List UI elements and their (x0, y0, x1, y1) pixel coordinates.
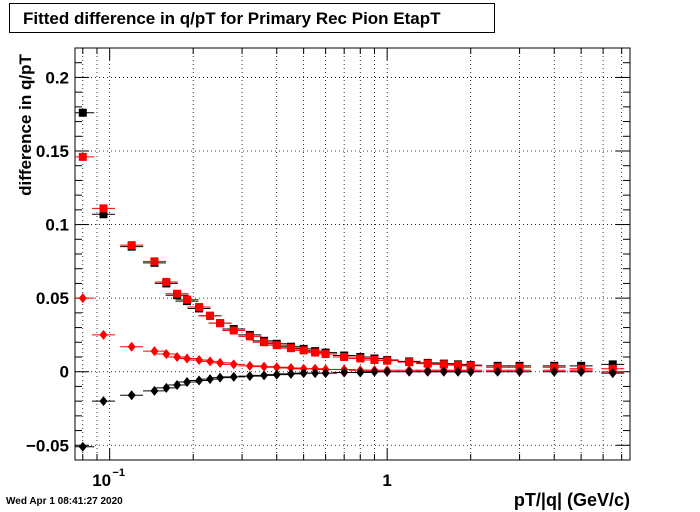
data-point (405, 358, 414, 367)
data-point (183, 295, 192, 304)
data-point (321, 368, 330, 379)
data-point (340, 353, 349, 361)
y-tick-label: 0.05 (36, 289, 69, 308)
data-point (340, 367, 349, 378)
y-tick-label: 0.2 (45, 68, 69, 87)
data-point (229, 359, 238, 370)
x-axis-label: pT/|q| (GeV/c) (513, 490, 630, 510)
data-point (195, 354, 204, 365)
y-tick-label: 0.1 (45, 216, 69, 235)
data-point (383, 356, 392, 365)
data-point (206, 374, 215, 385)
data-point (286, 344, 295, 353)
grid-lines (75, 48, 630, 460)
data-point (370, 355, 379, 364)
data-point (195, 302, 204, 311)
y-tick-label: 0.15 (36, 142, 69, 161)
data-point (150, 257, 159, 266)
data-point (150, 385, 159, 396)
data-point (173, 352, 182, 362)
data-point (183, 353, 192, 364)
data-point (127, 390, 136, 401)
timestamp: Wed Apr 1 08:41:27 2020 (6, 496, 123, 507)
data-point (260, 338, 269, 347)
data-point (439, 360, 448, 369)
data-point (195, 375, 204, 386)
data-point (286, 368, 295, 379)
data-point (245, 332, 254, 341)
y-axis-label: difference in q/pT (16, 54, 35, 196)
data-point (206, 356, 215, 367)
data-point (493, 366, 502, 377)
data-point (78, 108, 87, 117)
data-point (229, 326, 238, 335)
data-point (173, 379, 182, 390)
data-point (78, 293, 87, 304)
data-point (99, 329, 108, 340)
data-point (454, 361, 463, 370)
data-point (423, 366, 432, 377)
x-tick-label: 1 (382, 471, 391, 490)
title-box: Fitted difference in q/pT for Primary Re… (9, 3, 495, 33)
data-point (150, 346, 159, 357)
data-point (99, 396, 108, 407)
data-point (245, 360, 254, 371)
data-point (78, 441, 87, 452)
data-point (173, 289, 182, 298)
data-point (405, 366, 414, 377)
chart-title: Fitted difference in q/pT for Primary Re… (23, 9, 441, 28)
y-tick-label: −0.05 (26, 436, 69, 455)
data-point (216, 372, 225, 383)
x-tick-label: 10 (92, 471, 111, 490)
data-point (216, 357, 225, 368)
data-point (356, 367, 365, 378)
data-point (311, 348, 320, 357)
data-point (162, 277, 171, 286)
data-point (370, 366, 379, 377)
data-point (299, 346, 308, 355)
data-point (272, 341, 281, 350)
data-point (229, 371, 238, 382)
data-point (286, 363, 295, 374)
data-point (216, 319, 225, 328)
tick-labels: 10 −1 1 −0.05 0 0.05 0.1 0.15 0.2 (26, 68, 392, 490)
data-point (272, 362, 281, 373)
data-point (99, 210, 108, 219)
data-point (78, 152, 87, 161)
data-point (99, 204, 108, 213)
data-point (423, 359, 432, 368)
data-point (356, 354, 365, 363)
data-point (183, 377, 192, 388)
data-point (127, 341, 136, 352)
data-point (577, 366, 586, 377)
data-point (466, 366, 475, 377)
data-point (454, 366, 463, 377)
data-point (245, 371, 254, 382)
data-point (260, 361, 269, 372)
data-point (608, 360, 617, 369)
data-point (260, 370, 269, 381)
data-point (439, 366, 448, 377)
plot-frame (74, 47, 631, 461)
data-point (272, 369, 281, 380)
axis-ticks (75, 47, 630, 461)
data-point (550, 366, 559, 377)
data-point (321, 350, 330, 359)
data-point (608, 368, 617, 379)
data-point (515, 366, 524, 377)
data-point (383, 366, 392, 377)
data-point (127, 241, 136, 250)
data-points (75, 108, 625, 452)
y-tick-label: 0 (60, 363, 69, 382)
data-point (162, 349, 171, 360)
data-point (206, 311, 215, 320)
data-point (162, 382, 171, 393)
x-tick-label-exponent: −1 (112, 467, 125, 479)
